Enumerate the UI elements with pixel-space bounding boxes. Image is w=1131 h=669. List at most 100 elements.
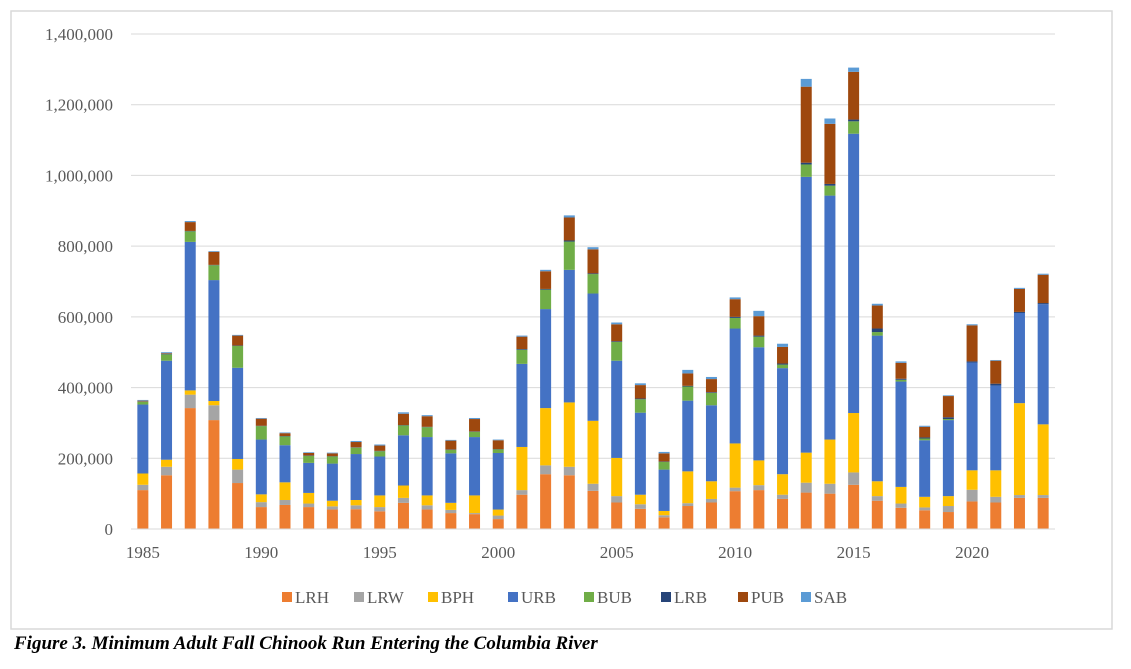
bar-lrh-2005 <box>611 502 623 529</box>
y-tick-label: 600,000 <box>58 308 113 327</box>
bar-lrw-2013 <box>800 482 812 493</box>
bar-lrb-2006 <box>634 398 646 400</box>
bar-pub-2001 <box>516 336 528 350</box>
bar-lrw-2018 <box>919 507 931 511</box>
legend-swatch-bph <box>428 592 438 602</box>
bar-sab-2009 <box>705 376 717 380</box>
bar-stack-2006 <box>634 383 646 529</box>
bar-lrh-1996 <box>397 502 409 529</box>
bar-bph-2011 <box>753 460 765 486</box>
bar-lrw-1992 <box>303 503 315 508</box>
bar-bph-2023 <box>1037 424 1049 496</box>
bar-bub-1992 <box>303 455 315 463</box>
legend-swatch-sab <box>801 592 811 602</box>
bar-stack-1987 <box>184 221 196 529</box>
bar-bub-2014 <box>824 185 836 196</box>
bar-lrw-2023 <box>1037 495 1049 498</box>
bar-bph-2020 <box>966 470 978 490</box>
bar-lrw-2002 <box>540 465 552 475</box>
bar-bub-2013 <box>800 164 812 177</box>
x-tick-label: 2010 <box>718 543 752 562</box>
bar-lrh-1992 <box>303 507 315 529</box>
bar-lrh-2014 <box>824 493 836 529</box>
bar-pub-2012 <box>777 346 789 364</box>
bar-bph-2012 <box>777 474 789 495</box>
bar-stack-2010 <box>729 297 741 529</box>
bar-lrw-2004 <box>587 483 599 491</box>
bar-stack-1986 <box>161 352 173 529</box>
bar-lrw-2021 <box>990 496 1002 503</box>
bar-pub-2014 <box>824 123 836 184</box>
bar-lrh-2012 <box>777 498 789 529</box>
bar-stack-1990 <box>255 417 267 529</box>
bar-lrw-2017 <box>895 503 907 508</box>
bar-stack-1985 <box>137 399 149 529</box>
bar-lrh-2023 <box>1037 497 1049 529</box>
x-tick-label: 2005 <box>600 543 634 562</box>
bar-lrh-2015 <box>848 484 860 529</box>
bar-sab-2018 <box>919 425 931 427</box>
bar-stack-1992 <box>303 452 315 529</box>
legend-swatch-lrb <box>661 592 671 602</box>
bar-stack-2015 <box>848 67 860 529</box>
bar-pub-2010 <box>729 299 741 317</box>
x-tick-label: 1995 <box>363 543 397 562</box>
bar-bph-2003 <box>563 402 575 467</box>
bar-lrw-1985 <box>137 484 149 491</box>
bar-lrh-2022 <box>1013 497 1025 529</box>
bar-lrh-2009 <box>705 502 717 529</box>
bar-bph-1995 <box>374 495 386 508</box>
bar-urb-1999 <box>469 437 481 496</box>
bar-bub-1998 <box>445 449 457 454</box>
bar-bub-1986 <box>161 354 173 361</box>
legend-label-lrh: LRH <box>295 588 329 607</box>
bar-pub-2003 <box>563 217 575 241</box>
bar-bub-1987 <box>184 231 196 242</box>
bar-bph-2013 <box>800 452 812 483</box>
bar-lrh-2007 <box>658 517 670 529</box>
bar-bub-1996 <box>397 425 409 436</box>
bar-bph-1985 <box>137 473 149 485</box>
bar-sab-1996 <box>397 412 409 414</box>
bar-stack-1996 <box>397 412 409 529</box>
bar-lrb-2021 <box>990 383 1002 386</box>
bar-urb-2001 <box>516 363 528 447</box>
bar-stack-1988 <box>208 251 220 529</box>
bar-lrb-2009 <box>705 392 717 393</box>
bar-sab-2015 <box>848 67 860 72</box>
y-tick-label: 1,400,000 <box>45 25 113 44</box>
bar-sab-2008 <box>682 369 694 374</box>
bar-bub-2001 <box>516 349 528 364</box>
bar-pub-1992 <box>303 452 315 456</box>
bar-pub-2000 <box>492 440 504 450</box>
bar-stack-2003 <box>563 215 575 529</box>
bar-stack-2022 <box>1013 287 1025 529</box>
bar-lrh-1993 <box>326 509 338 529</box>
bar-lrb-2010 <box>729 316 741 318</box>
bar-lrw-1986 <box>161 466 173 476</box>
bar-pub-1993 <box>326 453 338 457</box>
bar-bph-1999 <box>469 495 481 514</box>
bar-pub-2005 <box>611 324 623 342</box>
bar-bub-1989 <box>232 345 244 368</box>
bar-bph-1998 <box>445 502 457 510</box>
legend-label-pub: PUB <box>751 588 784 607</box>
bar-lrh-1994 <box>350 509 362 529</box>
bar-urb-2003 <box>563 269 575 403</box>
bar-sab-2014 <box>824 118 836 124</box>
y-tick-label: 1,200,000 <box>45 96 113 115</box>
bar-bph-2000 <box>492 509 504 516</box>
bar-lrw-2019 <box>942 506 954 513</box>
bar-stack-2008 <box>682 369 694 529</box>
x-axis-tick-labels: 1985 1990 1995 2000 2005 2010 2015 2020 <box>126 543 989 562</box>
bar-sab-1993 <box>326 452 338 454</box>
bar-sab-2000 <box>492 439 504 441</box>
bar-bub-1994 <box>350 447 362 455</box>
bar-bub-2018 <box>919 438 931 441</box>
bar-sab-2006 <box>634 383 646 386</box>
bar-pub-1988 <box>208 251 220 265</box>
bar-sab-2002 <box>540 269 552 272</box>
bar-stack-2002 <box>540 269 552 529</box>
bar-bub-1993 <box>326 456 338 464</box>
bar-urb-2011 <box>753 347 765 461</box>
